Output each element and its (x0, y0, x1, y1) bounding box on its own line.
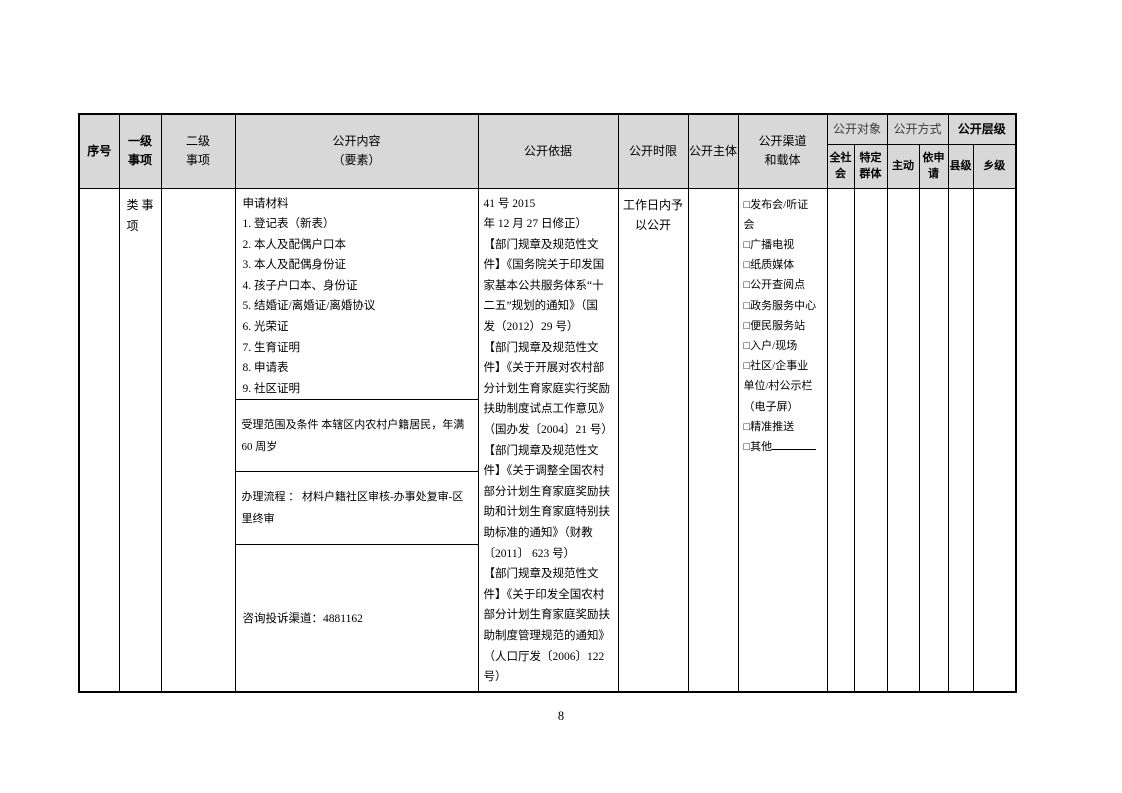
cell-subject (687, 187, 739, 693)
header-method-group: 公开方式 (886, 113, 949, 145)
channel-other-label: □其他 (743, 440, 773, 453)
cell-basis: 41 号 2015 年 12 月 27 日修正） 【部门规章及规范性文 件】《国… (477, 187, 619, 693)
cell-time-limit: 工作日内予 以公开 (617, 187, 689, 693)
cell-level-county (947, 187, 974, 693)
channel-other-row: □其他 (744, 437, 824, 457)
header-level-county: 县级 (947, 143, 974, 189)
cell-method-active (886, 187, 920, 693)
header-target-specific: 特定 群体 (853, 143, 888, 189)
cell-seq (78, 187, 120, 693)
page-number: 8 (557, 709, 565, 723)
channel-checkbox-list: □发布会/听证 会 □广播电视 □纸质媒体 □公开查阅点 □政务服务中心 □便民… (743, 198, 817, 433)
cell-level-township (972, 187, 1017, 693)
header-target-group: 公开对象 (826, 113, 888, 145)
header-content: 公开内容 （要素） (234, 113, 479, 189)
header-level-township: 乡级 (972, 143, 1017, 189)
cell-level2-item (160, 187, 236, 693)
header-channel: 公开渠道 和载体 (737, 113, 828, 189)
header-basis: 公开依据 (477, 113, 619, 189)
header-method-request: 依申 请 (918, 143, 949, 189)
cell-channels: □发布会/听证 会 □广播电视 □纸质媒体 □公开查阅点 □政务服务中心 □便民… (737, 187, 828, 693)
cell-content-process: 办理流程 ： 材料户籍社区审核-办事处复审-区 里终审 (234, 471, 479, 546)
header-target-all: 全社 会 (826, 143, 855, 189)
cell-level1-item: 类 事 项 (118, 187, 162, 693)
cell-target-specific (853, 187, 888, 693)
header-seq: 序号 (78, 113, 120, 189)
cell-content-materials: 申请材料 1. 登记表（新表） 2. 本人及配偶户口本 3. 本人及配偶身份证 … (234, 187, 479, 401)
cell-content-scope: 受理范围及条件 本辖区内农村户籍居民，年满 60 周岁 (234, 399, 479, 473)
header-time-limit: 公开时限 (617, 113, 689, 189)
cell-target-all (826, 187, 855, 693)
other-blank-line (772, 438, 817, 450)
header-level1: 一级 事项 (118, 113, 162, 189)
cell-content-consult: 咨询投诉渠道：4881162 (234, 544, 479, 693)
header-subject: 公开主体 (687, 113, 739, 189)
header-level2: 二级 事项 (160, 113, 236, 189)
header-method-active: 主动 (886, 143, 920, 189)
disclosure-table: 序号 一级 事项 二级 事项 公开内容 （要素） 公开依据 公开时限 公开主体 … (78, 113, 1018, 693)
cell-method-request (918, 187, 949, 693)
header-level-group: 公开层级 (947, 113, 1017, 145)
